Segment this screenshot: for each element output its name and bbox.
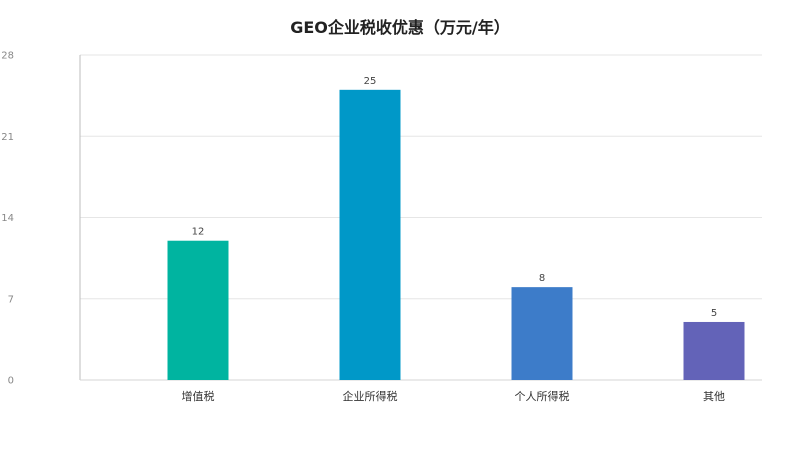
chart-title: GEO企业税收优惠（万元/年）: [290, 18, 510, 37]
y-tick-label: 14: [1, 213, 14, 224]
data-label: 8: [539, 273, 545, 284]
x-tick-label: 个人所得税: [515, 389, 570, 403]
gridlines: [80, 54, 762, 300]
bar-2: [511, 287, 573, 380]
x-tick-label: 企业所得税: [343, 389, 398, 403]
data-labels: 12 25 8 5: [192, 76, 718, 319]
x-tick-label: 其他: [703, 390, 725, 403]
bar-1: [339, 89, 401, 381]
x-tick-label: 增值税: [182, 389, 215, 403]
y-tick-label: 28: [1, 51, 14, 62]
data-label: 12: [192, 227, 205, 238]
y-axis-ticks: 0 7 14 21 28: [1, 51, 14, 387]
y-tick-label: 7: [8, 294, 14, 305]
bar-3: [683, 321, 745, 380]
data-label: 25: [364, 76, 377, 87]
y-tick-label: 0: [8, 376, 14, 387]
bars: [167, 89, 745, 381]
bar-0: [167, 240, 229, 380]
x-axis-ticks: 增值税 企业所得税 个人所得税 其他: [182, 389, 726, 403]
data-label: 5: [711, 308, 717, 319]
y-tick-label: 21: [1, 132, 14, 143]
